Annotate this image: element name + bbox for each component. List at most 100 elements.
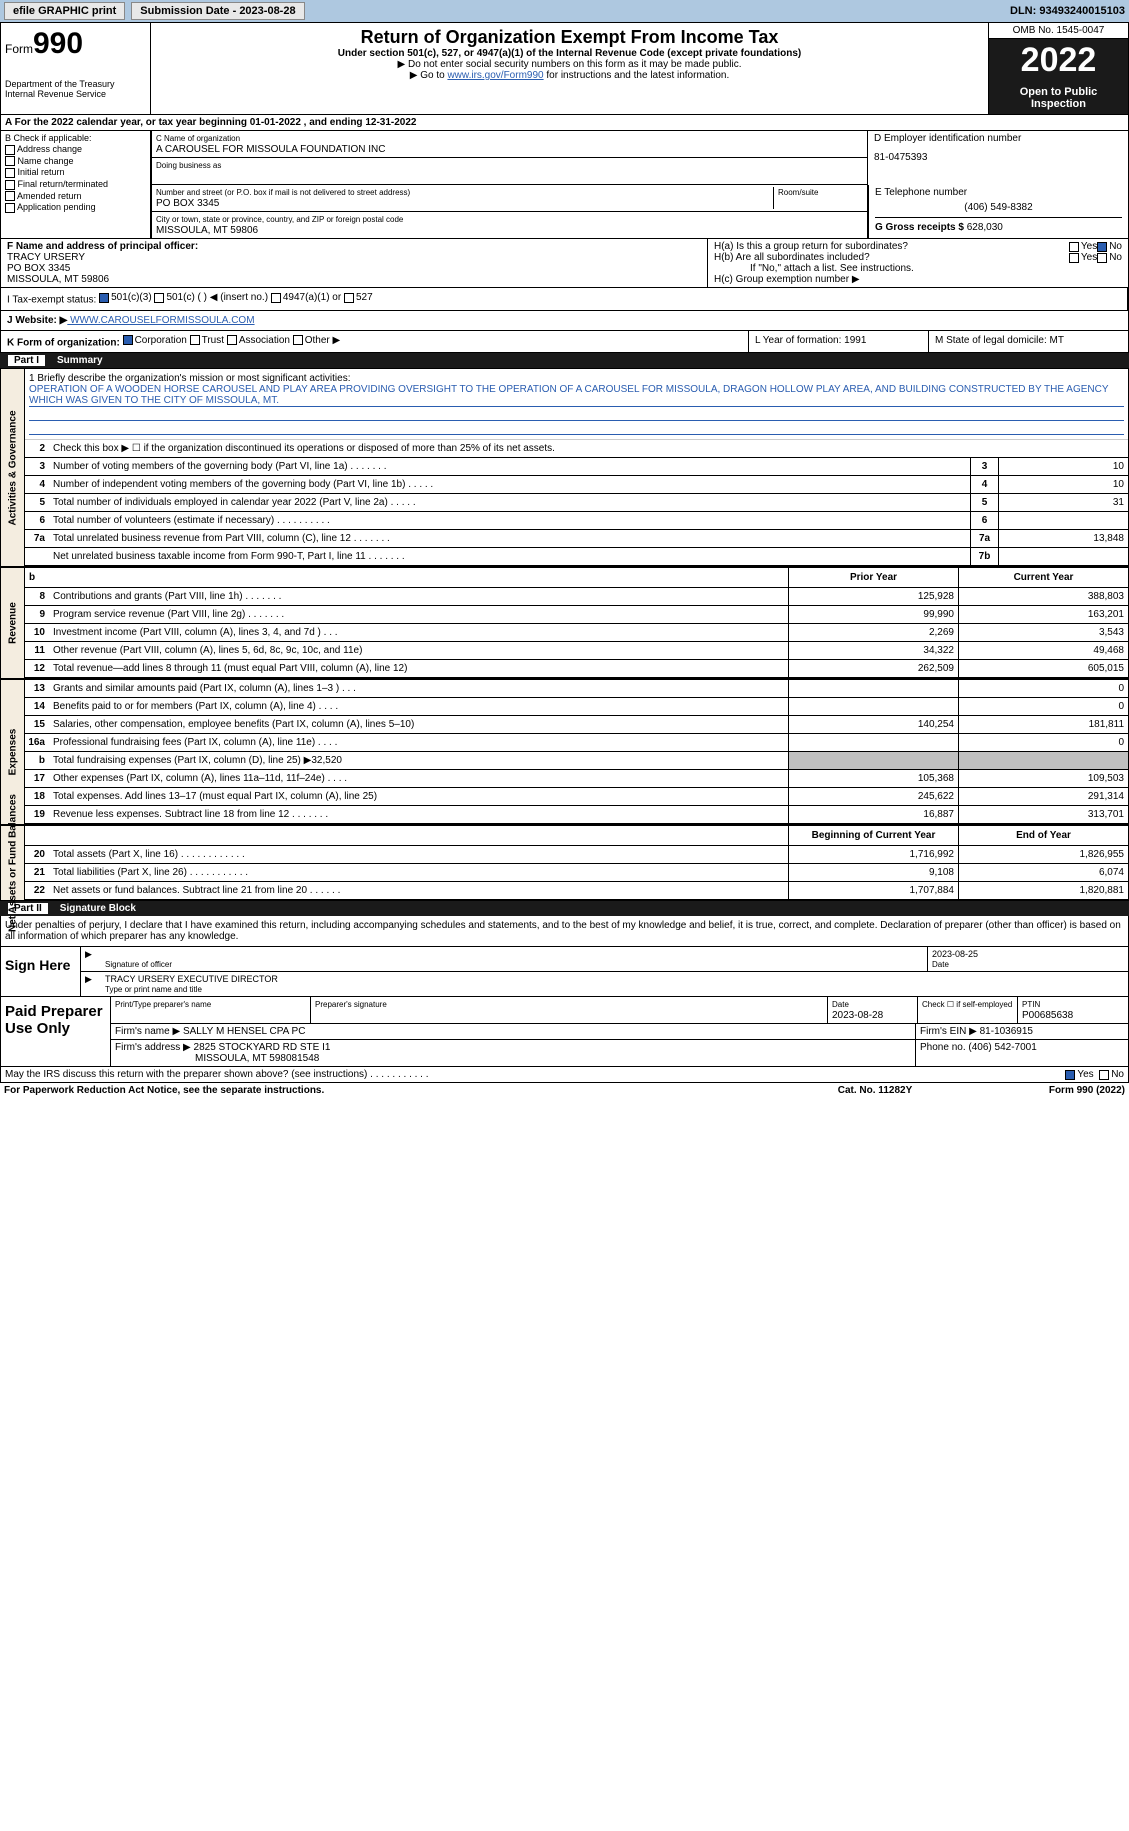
discuss-no[interactable]: No: [1099, 1069, 1124, 1080]
paperwork: For Paperwork Reduction Act Notice, see …: [4, 1085, 775, 1096]
section-b-h: B Check if applicable: Address change Na…: [0, 131, 1129, 239]
col-b: B Check if applicable: Address change Na…: [1, 131, 151, 238]
chk-address[interactable]: Address change: [5, 144, 146, 155]
efile-btn[interactable]: efile GRAPHIC print: [4, 2, 125, 20]
officer-addr2: MISSOULA, MT 59806: [7, 274, 109, 285]
hb-no[interactable]: No: [1097, 252, 1122, 263]
phone: (406) 549-8382: [875, 202, 1122, 213]
room-label: Room/suite: [778, 188, 818, 197]
c-label: C Name of organization: [156, 134, 240, 143]
ein-label: Firm's EIN ▶: [920, 1026, 977, 1037]
city: MISSOULA, MT 59806: [156, 225, 258, 236]
vtab-revenue: Revenue: [1, 568, 25, 678]
chk-amended[interactable]: Amended return: [5, 191, 146, 202]
gross-receipts: 628,030: [967, 222, 1003, 233]
f-label: F Name and address of principal officer:: [7, 241, 198, 252]
i-501c[interactable]: 501(c) ( ) ◀ (insert no.): [154, 292, 268, 303]
b-label: B Check if applicable:: [5, 133, 146, 143]
prior-year-hdr: Prior Year: [788, 568, 958, 587]
sum-row: 19Revenue less expenses. Subtract line 1…: [25, 806, 1128, 824]
sig-arrow1: ▶: [81, 947, 101, 971]
expenses-section: Expenses 13Grants and similar amounts pa…: [0, 679, 1129, 825]
irs-link[interactable]: www.irs.gov/Form990: [447, 70, 543, 81]
topbar: efile GRAPHIC print Submission Date - 20…: [0, 0, 1129, 22]
submission-date: Submission Date - 2023-08-28: [131, 2, 304, 20]
tax-year: 2022: [989, 39, 1128, 82]
d-label: D Employer identification number: [874, 133, 1122, 144]
chk-initial[interactable]: Initial return: [5, 167, 146, 178]
dept: Department of the Treasury Internal Reve…: [5, 79, 146, 99]
form-header: Form990 Department of the Treasury Inter…: [0, 22, 1129, 115]
cat-no: Cat. No. 11282Y: [775, 1085, 975, 1096]
sum-row: 9Program service revenue (Part VIII, lin…: [25, 606, 1128, 624]
k-corp[interactable]: Corporation: [123, 335, 187, 346]
ha-label: H(a) Is this a group return for subordin…: [714, 241, 1069, 252]
row-k-l-m: K Form of organization: Corporation Trus…: [0, 331, 1129, 354]
revenue-section: Revenue bPrior YearCurrent Year 8Contrib…: [0, 567, 1129, 679]
instr-ssn: ▶ Do not enter social security numbers o…: [155, 59, 984, 70]
form-number: 990: [33, 27, 83, 60]
part1-num: Part I: [8, 355, 45, 366]
e-label: E Telephone number: [875, 187, 1122, 198]
sum-row: 16aProfessional fundraising fees (Part I…: [25, 734, 1128, 752]
begin-year-hdr: Beginning of Current Year: [788, 826, 958, 845]
current-year-hdr: Current Year: [958, 568, 1128, 587]
firm-city: MISSOULA, MT 598081548: [115, 1053, 319, 1064]
firm-ein: 81-1036915: [980, 1026, 1033, 1037]
i-4947[interactable]: 4947(a)(1) or: [271, 292, 341, 303]
sig-declaration: Under penalties of perjury, I declare th…: [0, 916, 1129, 947]
i-527[interactable]: 527: [344, 292, 373, 303]
k-other[interactable]: Other ▶: [293, 335, 340, 346]
phone-label: Phone no.: [920, 1042, 966, 1053]
chk-pending[interactable]: Application pending: [5, 202, 146, 213]
instr-goto: ▶ Go to www.irs.gov/Form990 for instruct…: [155, 70, 984, 81]
line-a: A For the 2022 calendar year, or tax yea…: [0, 115, 1129, 131]
g-label: G Gross receipts $: [875, 222, 964, 233]
vtab-net: Net Assets or Fund Balances: [1, 826, 25, 900]
discuss-text: May the IRS discuss this return with the…: [5, 1069, 1065, 1080]
dba-label: Doing business as: [156, 161, 221, 170]
part2-title: Signature Block: [60, 903, 136, 914]
sig-date: 2023-08-25: [932, 949, 978, 959]
sum-row: bTotal fundraising expenses (Part IX, co…: [25, 752, 1128, 770]
sum-row: 11Other revenue (Part VIII, column (A), …: [25, 642, 1128, 660]
mission-text: OPERATION OF A WOODEN HORSE CAROUSEL AND…: [29, 384, 1124, 407]
officer-print-label: Type or print name and title: [105, 985, 202, 994]
omb: OMB No. 1545-0047: [989, 23, 1128, 39]
mission: 1 Briefly describe the organization's mi…: [25, 369, 1128, 440]
sum-row: 14Benefits paid to or for members (Part …: [25, 698, 1128, 716]
chk-name[interactable]: Name change: [5, 156, 146, 167]
m-domicile: M State of legal domicile: MT: [928, 331, 1128, 353]
sign-here: Sign Here ▶ Signature of officer 2023-08…: [0, 947, 1129, 997]
vtab-governance: Activities & Governance: [1, 369, 25, 566]
street: PO BOX 3345: [156, 198, 219, 209]
city-label: City or town, state or province, country…: [156, 215, 403, 224]
officer-addr1: PO BOX 3345: [7, 263, 70, 274]
part2-header: Part II Signature Block: [0, 901, 1129, 916]
form-ref: Form 990 (2022): [975, 1085, 1125, 1096]
paid-preparer: Paid Preparer Use Only Print/Type prepar…: [0, 997, 1129, 1067]
sum-row: 13Grants and similar amounts paid (Part …: [25, 680, 1128, 698]
j-label: J Website: ▶: [7, 315, 67, 326]
org-name: A CAROUSEL FOR MISSOULA FOUNDATION INC: [156, 144, 385, 155]
i-501c3[interactable]: 501(c)(3): [99, 292, 152, 303]
firm-addr: 2825 STOCKYARD RD STE I1: [194, 1042, 331, 1053]
ha-no[interactable]: No: [1097, 241, 1122, 252]
part1-header: Part I Summary: [0, 353, 1129, 368]
line2: Check this box ▶ ☐ if the organization d…: [49, 441, 1128, 456]
prep-sig-label: Preparer's signature: [315, 1000, 387, 1009]
form-title: Return of Organization Exempt From Incom…: [155, 27, 984, 48]
sum-row: 10Investment income (Part VIII, column (…: [25, 624, 1128, 642]
k-assoc[interactable]: Association: [227, 335, 290, 346]
ha-yes[interactable]: Yes: [1069, 241, 1097, 252]
row-j: J Website: ▶ WWW.CAROUSELFORMISSOULA.COM: [0, 311, 1129, 331]
sum-row: Net unrelated business taxable income fr…: [25, 548, 1128, 566]
k-trust[interactable]: Trust: [190, 335, 224, 346]
discuss-yes[interactable]: Yes: [1065, 1069, 1093, 1080]
chk-final[interactable]: Final return/terminated: [5, 179, 146, 190]
website[interactable]: WWW.CAROUSELFORMISSOULA.COM: [67, 315, 254, 326]
sum-row: 7aTotal unrelated business revenue from …: [25, 530, 1128, 548]
hb-yes[interactable]: Yes: [1069, 252, 1097, 263]
hc-label: H(c) Group exemption number ▶: [714, 274, 1122, 285]
prep-name-label: Print/Type preparer's name: [115, 1000, 211, 1009]
